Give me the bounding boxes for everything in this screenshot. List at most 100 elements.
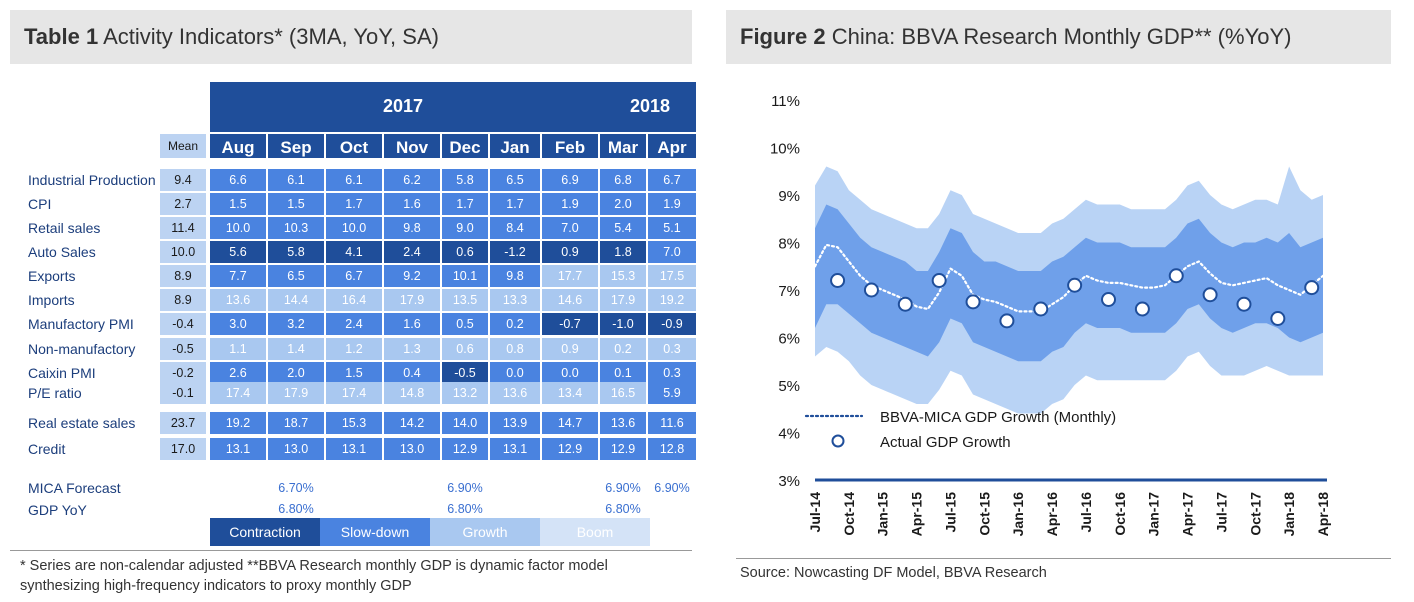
- value-cell: 1.5: [326, 362, 382, 384]
- value-cell: 2.6: [210, 362, 266, 384]
- mean-cell: 8.9: [160, 289, 206, 311]
- year-2017: 2017: [383, 96, 424, 116]
- source-note: Source: Nowcasting DF Model, BBVA Resear…: [740, 565, 1047, 581]
- row-label: Manufactory PMI: [28, 316, 134, 332]
- mean-cell: 8.9: [160, 265, 206, 287]
- mean-cell: 11.4: [160, 217, 206, 239]
- y-tick-label: 10%: [770, 141, 800, 158]
- value-cell: 13.1: [326, 438, 382, 460]
- value-cell: 6.9: [542, 169, 598, 191]
- legend-actual-label: Actual GDP Growth: [880, 434, 1011, 451]
- value-cell: 10.1: [442, 265, 488, 287]
- value-cell: 5.1: [648, 217, 696, 239]
- value-cell: 9.8: [490, 265, 540, 287]
- row-label: Exports: [28, 268, 76, 284]
- value-cell: 6.1: [326, 169, 382, 191]
- x-tick-label: Jul-15: [942, 492, 958, 533]
- value-cell: 12.9: [542, 438, 598, 460]
- value-cell: 2.4: [384, 241, 440, 263]
- value-cell: 13.9: [490, 412, 540, 434]
- value-cell: 13.2: [442, 382, 488, 404]
- value-cell: 14.2: [384, 412, 440, 434]
- x-tick-label: Jan-18: [1281, 492, 1297, 537]
- row-label: Real estate sales: [28, 415, 136, 431]
- row-label: Non-manufactory: [28, 341, 136, 357]
- value-cell: -1.2: [490, 241, 540, 263]
- actual-gdp-point: [965, 294, 981, 310]
- footnote: * Series are non-calendar adjusted **BBV…: [20, 558, 608, 594]
- value-cell: 17.4: [210, 382, 266, 404]
- value-cell: 14.8: [384, 382, 440, 404]
- value-cell: -0.9: [648, 313, 696, 335]
- value-cell: 0.9: [542, 241, 598, 263]
- value-cell: 0.1: [600, 362, 646, 384]
- row-label: Auto Sales: [28, 244, 96, 260]
- gdp-yoy-value: 6.80%: [278, 502, 314, 516]
- value-cell: 13.1: [490, 438, 540, 460]
- value-cell: 6.7: [326, 265, 382, 287]
- value-cell: 0.2: [490, 313, 540, 335]
- mean-cell: 10.0: [160, 241, 206, 263]
- value-cell: 5.6: [210, 241, 266, 263]
- month-header-feb: Feb: [542, 134, 598, 158]
- year-2018: 2018: [630, 96, 671, 116]
- value-cell: 7.0: [648, 241, 696, 263]
- mean-header: Mean: [160, 134, 206, 158]
- mean-cell: 9.4: [160, 169, 206, 191]
- table-title-bold: Table 1: [24, 24, 99, 49]
- mean-cell: 23.7: [160, 412, 206, 434]
- value-cell: 3.2: [268, 313, 324, 335]
- x-tick-label: Jul-16: [1078, 492, 1094, 533]
- actual-gdp-point: [863, 282, 879, 298]
- value-cell: 18.7: [268, 412, 324, 434]
- value-cell: 5.4: [600, 217, 646, 239]
- value-cell: 13.6: [600, 412, 646, 434]
- y-tick-label: 6%: [778, 331, 800, 348]
- value-cell: 19.2: [648, 289, 696, 311]
- x-tick-label: Jan-17: [1146, 492, 1162, 537]
- value-cell: 17.5: [648, 265, 696, 287]
- value-cell: 5.8: [442, 169, 488, 191]
- actual-gdp-point: [1202, 287, 1218, 303]
- x-tick-label: Apr-17: [1180, 492, 1196, 537]
- value-cell: 9.0: [442, 217, 488, 239]
- value-cell: 9.2: [384, 265, 440, 287]
- actual-gdp-point: [931, 273, 947, 288]
- value-cell: 17.9: [600, 289, 646, 311]
- y-tick-label: 11%: [771, 93, 800, 110]
- value-cell: 0.3: [648, 362, 696, 384]
- actual-gdp-point: [1134, 301, 1150, 317]
- value-cell: 0.0: [490, 362, 540, 384]
- x-tick-label: Apr-18: [1315, 492, 1331, 537]
- month-header-dec: Dec: [442, 134, 488, 158]
- mean-cell: 2.7: [160, 193, 206, 215]
- value-cell: 10.0: [326, 217, 382, 239]
- year-header-band: [210, 82, 696, 132]
- value-cell: 1.5: [210, 193, 266, 215]
- x-tick-label: Oct-16: [1112, 492, 1128, 536]
- y-tick-label: 9%: [778, 188, 800, 205]
- left-divider: [10, 550, 692, 551]
- value-cell: 0.6: [442, 338, 488, 360]
- row-label: Industrial Production: [28, 172, 156, 188]
- value-cell: 15.3: [600, 265, 646, 287]
- value-cell: 7.7: [210, 265, 266, 287]
- y-tick-label: 5%: [778, 378, 800, 395]
- row-label: Credit: [28, 441, 66, 457]
- table-title-rest: Activity Indicators* (3MA, YoY, SA): [98, 24, 439, 49]
- value-cell: 17.9: [268, 382, 324, 404]
- value-cell: 10.3: [268, 217, 324, 239]
- value-cell: 14.6: [542, 289, 598, 311]
- mean-cell: -0.2: [160, 362, 206, 384]
- month-header-oct: Oct: [326, 134, 382, 158]
- value-cell: 5.8: [268, 241, 324, 263]
- actual-gdp-point: [1304, 280, 1320, 296]
- month-header-apr: Apr: [648, 134, 696, 158]
- legend-growth: Growth: [430, 518, 540, 546]
- actual-gdp-point: [1033, 301, 1049, 317]
- value-cell: 12.8: [648, 438, 696, 460]
- value-cell: 1.9: [648, 193, 696, 215]
- mica-forecast-value: 6.90%: [654, 481, 690, 495]
- value-cell: 19.2: [210, 412, 266, 434]
